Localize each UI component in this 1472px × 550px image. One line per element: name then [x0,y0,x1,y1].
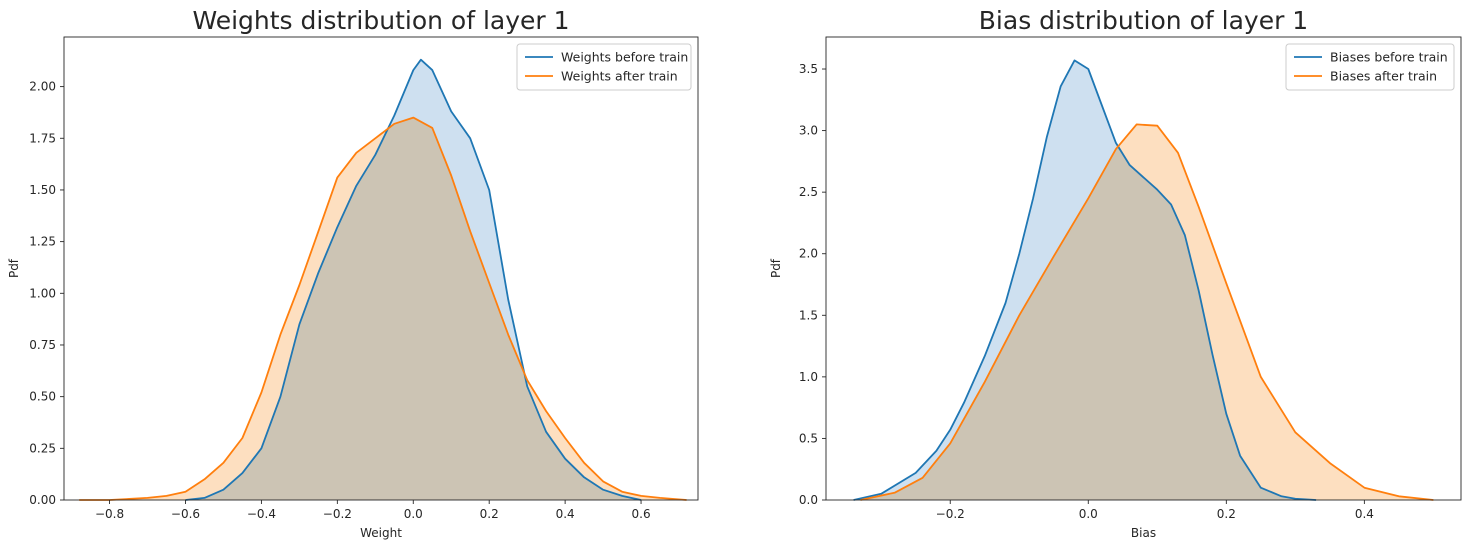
weights-ytick-label: 1.75 [29,131,56,145]
weights-legend-box [516,43,692,91]
bias-ytick-label: 2.5 [799,185,818,199]
bias-axes-frame [825,36,1462,501]
bias-legend-box [1285,43,1455,91]
bias-legend-label: Biases after train [1330,69,1437,84]
weights-xtick-label: −0.8 [95,507,124,521]
weights-legend: Weights before train Weights after train [516,43,692,91]
bias-chart: −0.2 0.0 0.2 0.4 0.0 0.5 1.0 1.5 2.0 2.5 3.0 3.5 Bia… [769,6,1462,540]
bias-xtick-label: −0.2 [936,507,965,521]
weights-xtick-label: 0.0 [404,507,423,521]
weights-legend-label: Weights before train [561,50,688,65]
bias-y-axis-label: Pdf [769,258,783,278]
weights-ytick-label: 0.25 [29,441,56,455]
bias-xtick-label: 0.4 [1355,507,1374,521]
weights-line-before [185,58,642,501]
bias-legend-label: Biases before train [1330,50,1448,65]
bias-area-after [860,124,1434,501]
weights-legend-label: Weights after train [561,69,678,84]
bias-xtick-label: 0.0 [1079,507,1098,521]
bias-x-axis-label: Bias [1131,526,1156,540]
weights-xtick-label: −0.6 [171,507,200,521]
weights-area-after [79,117,687,500]
bias-line-before [853,59,1317,501]
bias-ytick-label: 0.5 [799,431,818,445]
weights-ytick-label: 0.00 [29,493,56,507]
weights-chart-title: Weights distribution of layer 1 [192,6,569,35]
bias-ytick-label: 3.5 [799,62,818,76]
bias-xtick-label: 0.2 [1217,507,1236,521]
weights-xtick-label: −0.2 [323,507,352,521]
weights-x-axis-label: Weight [360,526,402,540]
weights-ytick-label: 2.00 [29,80,56,94]
weights-line-after [79,116,687,501]
weights-xtick-label: 0.2 [480,507,499,521]
bias-line-after [860,123,1434,501]
bias-ytick-label: 1.5 [799,308,818,322]
weights-ytick-label: 1.00 [29,286,56,300]
weights-ytick-label: 0.50 [29,390,56,404]
bias-ytick-label: 1.0 [799,370,818,384]
bias-ytick-label: 0.0 [799,493,818,507]
weights-ytick-label: 0.75 [29,338,56,352]
bias-chart-title: Bias distribution of layer 1 [979,6,1308,35]
weights-axes-frame [63,36,699,501]
bias-legend: Biases before train Biases after train [1285,43,1455,91]
weights-xtick-label: 0.6 [632,507,651,521]
weights-xtick-label: 0.4 [556,507,575,521]
bias-ytick-label: 2.0 [799,247,818,261]
weights-chart: −0.8 −0.6 −0.4 −0.2 0.0 0.2 0.4 0.6 0.00 0.25 0.50… [7,6,699,540]
weights-xtick-label: −0.4 [247,507,276,521]
weights-ytick-label: 1.25 [29,235,56,249]
weights-ytick-label: 1.50 [29,183,56,197]
bias-ytick-label: 3.0 [799,124,818,138]
weights-y-axis-label: Pdf [7,258,21,278]
